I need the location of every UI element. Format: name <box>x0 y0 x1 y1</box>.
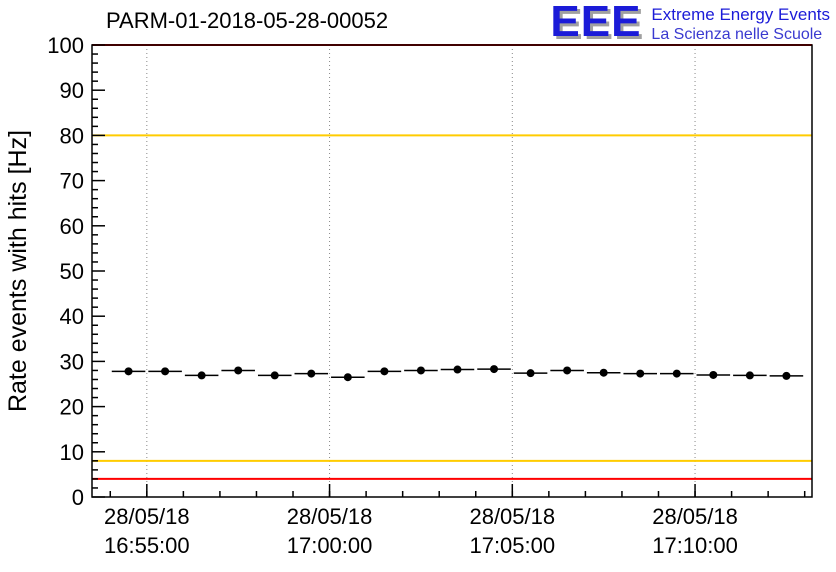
y-tick-label: 90 <box>60 78 84 103</box>
x-tick-time-label: 17:05:00 <box>469 533 555 558</box>
chart-title: PARM-01-2018-05-28-00052 <box>106 8 389 33</box>
data-point-marker <box>453 365 462 374</box>
data-point-marker <box>161 367 170 376</box>
x-tick-date-label: 28/05/18 <box>287 504 373 529</box>
x-tick-date-label: 28/05/18 <box>652 504 738 529</box>
y-tick-label: 0 <box>72 485 84 510</box>
data-point-marker <box>709 370 718 379</box>
data-point-marker <box>526 369 535 378</box>
x-tick-date-label: 28/05/18 <box>104 504 190 529</box>
logo-subtitle-line1: Extreme Energy Events <box>651 5 830 24</box>
data-point-marker <box>745 371 754 380</box>
y-tick-label: 10 <box>60 440 84 465</box>
data-point-marker <box>380 367 389 376</box>
x-tick-time-label: 17:00:00 <box>287 533 373 558</box>
data-point-marker <box>343 373 352 382</box>
data-point-marker <box>782 371 791 380</box>
y-tick-label: 60 <box>60 214 84 239</box>
x-tick-time-label: 17:10:00 <box>652 533 738 558</box>
data-point-marker <box>416 366 425 375</box>
y-tick-label: 50 <box>60 259 84 284</box>
data-point-marker <box>270 371 279 380</box>
data-point-marker <box>197 371 206 380</box>
y-tick-label: 20 <box>60 395 84 420</box>
data-point-marker <box>672 369 681 378</box>
eee-logo-subtitles: Extreme Energy Events La Scienza nelle S… <box>651 2 830 45</box>
logo-subtitle-line2: La Scienza nelle Scuole <box>651 26 823 44</box>
x-tick-date-label: 28/05/18 <box>469 504 555 529</box>
y-tick-label: 40 <box>60 304 84 329</box>
data-point-marker <box>563 366 572 375</box>
eee-logo-text: EEE <box>550 0 642 46</box>
data-point-marker <box>307 369 316 378</box>
eee-logo: EEE Extreme Energy Events La Scienza nel… <box>550 0 830 46</box>
y-tick-label: 30 <box>60 349 84 374</box>
y-axis-title: Rate events with hits [Hz] <box>4 130 32 412</box>
y-tick-label: 100 <box>47 33 84 58</box>
data-point-marker <box>636 369 645 378</box>
data-point-marker <box>234 366 243 375</box>
y-tick-label: 80 <box>60 123 84 148</box>
data-point-marker <box>599 368 608 377</box>
data-point-marker <box>124 367 133 376</box>
plot-frame <box>91 44 813 498</box>
x-tick-time-label: 16:55:00 <box>104 533 190 558</box>
data-point-marker <box>490 365 499 374</box>
y-tick-label: 70 <box>60 169 84 194</box>
